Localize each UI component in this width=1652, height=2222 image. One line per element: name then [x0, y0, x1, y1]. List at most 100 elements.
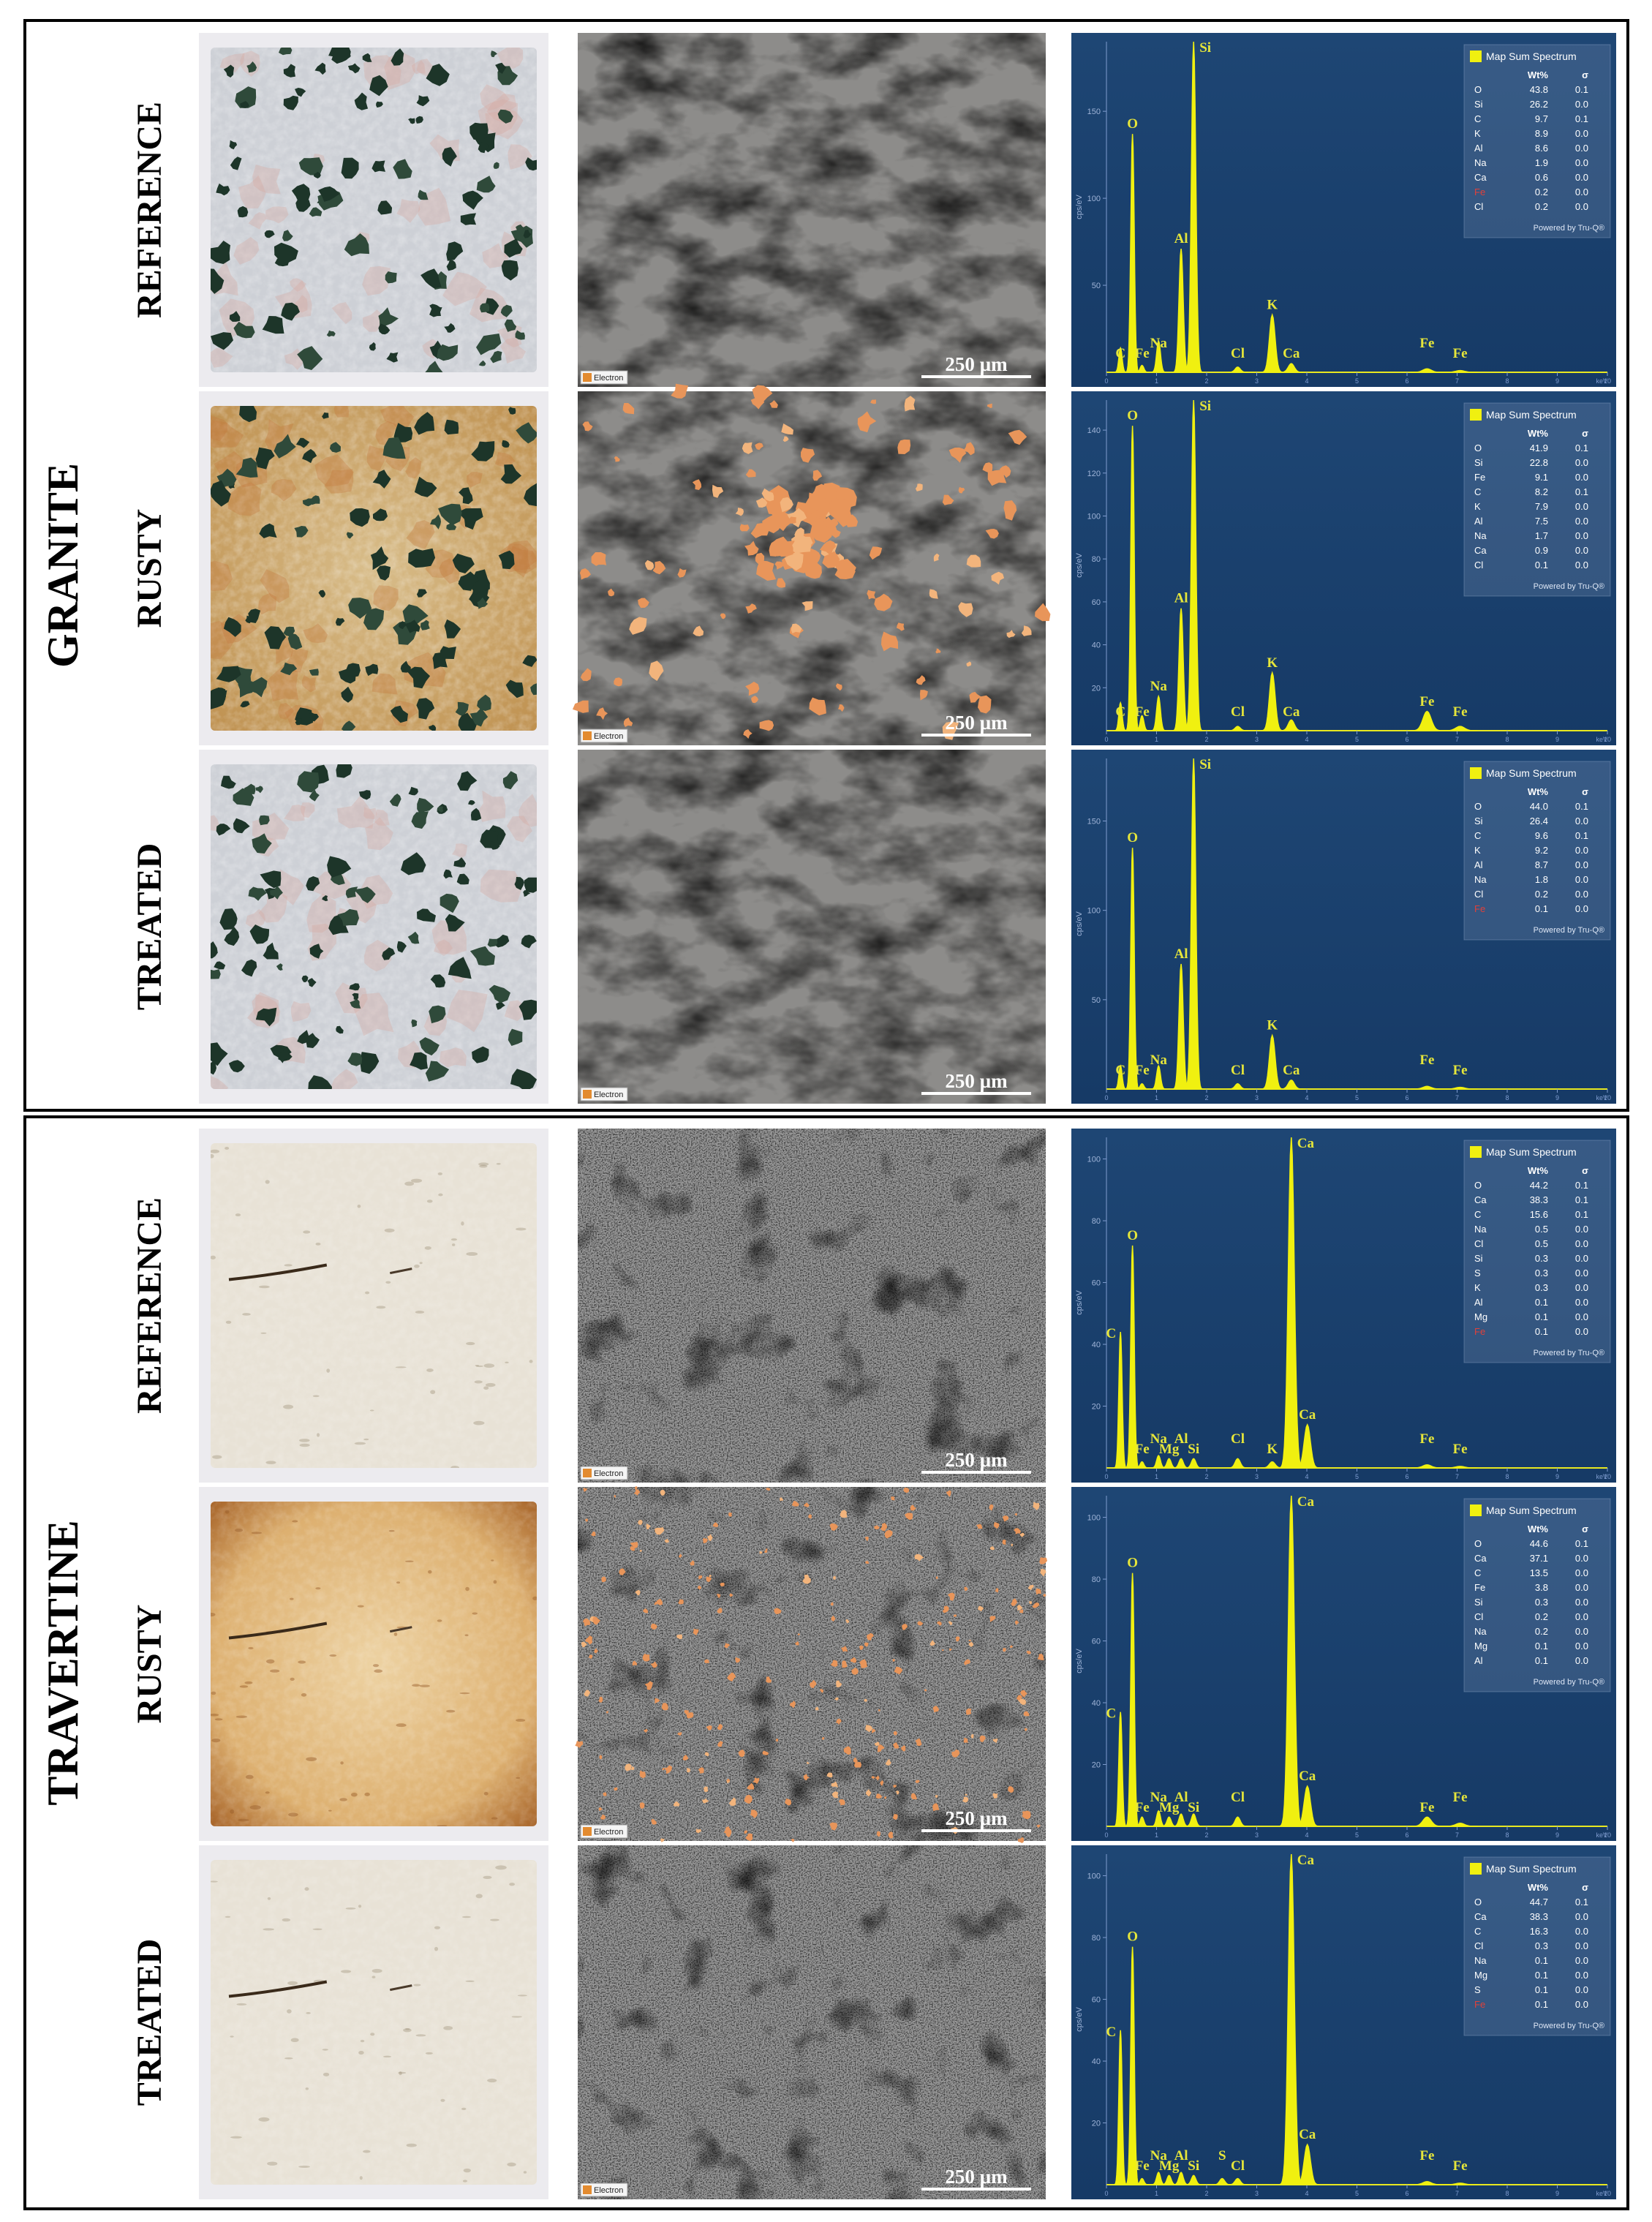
sem-tag-box: [580, 1466, 628, 1480]
pore: [225, 1510, 230, 1514]
iron-oxide-deposit: [1026, 1650, 1031, 1654]
peak-label: Ca: [1283, 346, 1300, 361]
element-wt: 44.6: [1530, 1538, 1548, 1549]
mica-grain: [476, 334, 502, 355]
element-name: O: [1474, 1538, 1482, 1549]
feldspar: [508, 144, 532, 170]
pore: [478, 1162, 489, 1166]
iron-oxide-deposit: [864, 1536, 869, 1541]
mica-grain: [459, 487, 473, 505]
pore: [371, 1976, 376, 1978]
iron-oxide-deposit: [785, 1798, 791, 1806]
pore: [465, 1586, 469, 1592]
mica-grain: [469, 946, 495, 966]
iron-oxide-deposit: [698, 1575, 703, 1580]
mica-grain: [508, 1028, 523, 1046]
stone-texture: [211, 48, 537, 372]
iron-oxide-deposit: [832, 1575, 836, 1581]
element-name: Cl: [1474, 201, 1483, 212]
iron-oxide-deposit: [619, 1568, 626, 1575]
iron-oxide-deposit: [677, 568, 687, 578]
x-tick-label: 0: [1104, 1473, 1108, 1480]
iron-oxide-deposit: [720, 1583, 725, 1587]
mica-grain: [348, 598, 372, 619]
pore: [287, 1981, 298, 1986]
mica-grain: [508, 407, 516, 415]
spectrum-peak: [1411, 1464, 1444, 1469]
iron-oxide-deposit: [745, 682, 760, 696]
x-axis-label: keV: [1596, 736, 1607, 743]
iron-oxide-deposit: [644, 1681, 653, 1690]
mica-grain: [487, 938, 498, 947]
element-wt: 0.2: [1535, 1626, 1548, 1637]
mica-grain: [276, 963, 283, 971]
iron-oxide-deposit: [639, 1802, 645, 1809]
iron-oxide-deposit: [892, 1659, 895, 1662]
iron-oxide-deposit: [1020, 1690, 1027, 1698]
element-name: Cl: [1474, 1238, 1483, 1249]
iron-oxide-deposit: [810, 1679, 817, 1689]
element-name: Fe: [1474, 903, 1485, 914]
element-sigma: 0.0: [1575, 143, 1588, 154]
peak-label: C: [1115, 346, 1125, 361]
legend-footer: Powered by Tru-Q®: [1534, 2022, 1604, 2030]
element-wt: 0.1: [1535, 1641, 1548, 1652]
iron-oxide-deposit: [842, 1660, 848, 1668]
spectrum-peak: [1184, 41, 1203, 373]
mica-grain: [396, 941, 407, 953]
iron-oxide-deposit: [1014, 1513, 1017, 1516]
pore: [419, 1684, 430, 1687]
iron-oxide-deposit: [801, 448, 815, 463]
pore: [425, 2052, 433, 2055]
iron-oxide-deposit: [1011, 1543, 1014, 1547]
x-tick-label: 3: [1255, 736, 1259, 743]
y-tick-label: 100: [1087, 1872, 1101, 1881]
iron-oxide-deposit: [857, 411, 877, 433]
y-tick-label: 40: [1092, 1341, 1101, 1349]
iron-oxide-deposit: [707, 1534, 713, 1542]
mica-grain: [446, 521, 457, 530]
feldspar: [507, 816, 532, 843]
x-tick-label: 9: [1555, 2190, 1559, 2197]
iron-oxide-deposit: [591, 1531, 596, 1537]
mica-grain: [309, 669, 319, 676]
pore: [424, 1246, 431, 1250]
iron-oxide-deposit: [932, 1706, 940, 1713]
iron-oxide-deposit: [682, 1755, 689, 1760]
mica-grain: [240, 101, 249, 108]
mica-grain: [471, 441, 495, 462]
mica-grain: [244, 783, 256, 794]
element-name: O: [1474, 1180, 1482, 1191]
iron-oxide-deposit: [684, 1709, 690, 1716]
y-tick-label: 50: [1092, 282, 1101, 290]
iron-oxide-deposit: [703, 1786, 709, 1793]
iron-oxide-deposit: [845, 514, 859, 527]
feldspar: [330, 1069, 358, 1089]
pore: [371, 1968, 382, 1973]
pore: [304, 1887, 309, 1891]
iron-oxide-deposit: [808, 1514, 812, 1519]
feldspar: [439, 1047, 467, 1068]
spectrum-peak: [1125, 848, 1140, 1090]
element-name: Cl: [1474, 1611, 1483, 1622]
spectrum-peak: [1114, 346, 1127, 373]
x-tick-label: 0: [1104, 2190, 1108, 2197]
iron-oxide-deposit: [821, 1736, 825, 1740]
pore: [211, 1691, 216, 1695]
feldspar: [405, 457, 422, 479]
y-tick-label: 40: [1092, 2057, 1101, 2066]
iron-oxide-deposit: [743, 729, 753, 739]
iron-oxide-deposit: [651, 1623, 657, 1630]
peak-label: Al: [1174, 1790, 1188, 1805]
element-name: Mg: [1474, 1311, 1487, 1322]
element-sigma: 0.0: [1575, 1253, 1588, 1264]
pore: [450, 1238, 458, 1241]
iron-oxide-deposit: [642, 1654, 650, 1662]
element-name: Na: [1474, 1626, 1487, 1637]
iron-oxide-deposit: [630, 1541, 638, 1548]
sem-image: Electron 250 µm: [578, 1129, 1046, 1483]
mica-grain: [495, 62, 507, 74]
iron-oxide-deposit: [712, 1522, 719, 1527]
element-name: S: [1474, 1984, 1481, 1995]
sem-tag-box: [580, 1087, 628, 1101]
